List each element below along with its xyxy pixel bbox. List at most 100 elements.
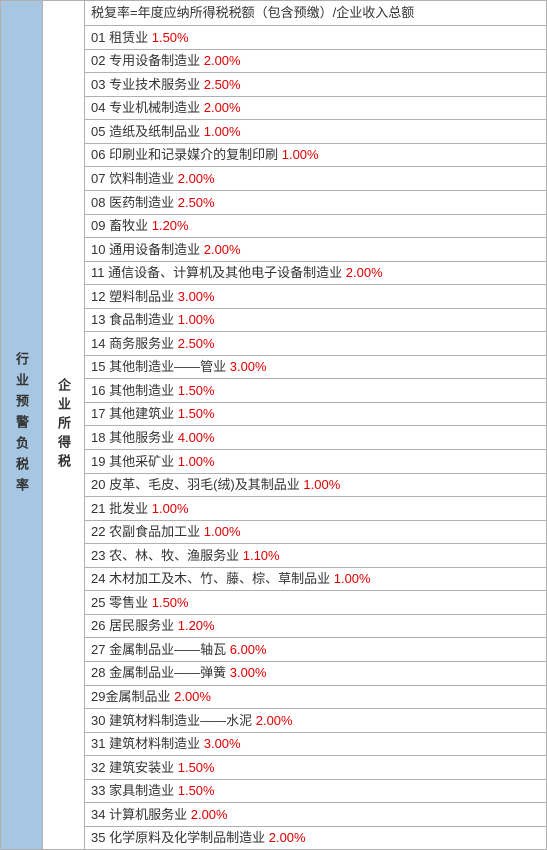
row-industry-name: 食品制造业 (109, 312, 174, 327)
row-rate: 2.50% (204, 77, 241, 92)
row-industry-name: 建筑材料制造业 (109, 736, 200, 751)
row-industry-name: 金属制品业——弹簧 (109, 665, 226, 680)
row-number: 16 (91, 383, 105, 398)
row-rate: 2.00% (204, 100, 241, 115)
row-number: 28 (91, 665, 105, 680)
table-row: 30 建筑材料制造业——水泥 2.00% (85, 709, 546, 733)
row-number: 15 (91, 359, 105, 374)
table-row: 19 其他采矿业 1.00% (85, 450, 546, 474)
row-industry-name: 化学原料及化学制品制造业 (109, 830, 265, 845)
table-row: 22 农副食品加工业 1.00% (85, 521, 546, 545)
row-number: 23 (91, 548, 105, 563)
row-rate: 1.00% (303, 477, 340, 492)
table-row: 32 建筑安装业 1.50% (85, 756, 546, 780)
row-rate: 1.00% (282, 147, 319, 162)
row-rate: 3.00% (204, 736, 241, 751)
row-rate: 2.00% (204, 53, 241, 68)
row-number: 10 (91, 242, 105, 257)
table-row: 12 塑料制品业 3.00% (85, 285, 546, 309)
row-number: 25 (91, 595, 105, 610)
table-row: 35 化学原料及化学制品制造业 2.00% (85, 827, 546, 850)
row-number: 35 (91, 830, 105, 845)
row-industry-name: 造纸及纸制品业 (109, 124, 200, 139)
table-row: 13 食品制造业 1.00% (85, 309, 546, 333)
row-number: 24 (91, 571, 105, 586)
table-row: 25 零售业 1.50% (85, 591, 546, 615)
row-rate: 2.00% (346, 265, 383, 280)
formula-header: 税复率=年度应纳所得税税额（包含预缴）/企业收入总额 (85, 1, 546, 26)
row-rate: 3.00% (230, 359, 267, 374)
table-row: 21 批发业 1.00% (85, 497, 546, 521)
row-industry-name: 家具制造业 (109, 783, 174, 798)
row-number: 02 (91, 53, 105, 68)
row-rate: 1.00% (152, 501, 189, 516)
row-industry-name: 畜牧业 (109, 218, 148, 233)
rates-column: 税复率=年度应纳所得税税额（包含预缴）/企业收入总额 01 租赁业 1.50%0… (85, 1, 546, 849)
row-number: 07 (91, 171, 105, 186)
mid-column-header: 企业所得税 (43, 1, 85, 849)
row-number: 22 (91, 524, 105, 539)
table-row: 20 皮革、毛皮、羽毛(绒)及其制品业 1.00% (85, 474, 546, 498)
table-row: 15 其他制造业——管业 3.00% (85, 356, 546, 380)
row-rate: 1.50% (178, 406, 215, 421)
table-row: 07 饮料制造业 2.00% (85, 167, 546, 191)
table-row: 34 计算机服务业 2.00% (85, 803, 546, 827)
table-row: 18 其他服务业 4.00% (85, 426, 546, 450)
mid-column-label: 企业所得税 (54, 378, 73, 473)
table-row: 17 其他建筑业 1.50% (85, 403, 546, 427)
table-row: 05 造纸及纸制品业 1.00% (85, 120, 546, 144)
table-row: 03 专业技术服务业 2.50% (85, 73, 546, 97)
row-industry-name: 专业机械制造业 (109, 100, 200, 115)
row-industry-name: 商务服务业 (109, 336, 174, 351)
row-rate: 1.00% (204, 124, 241, 139)
row-industry-name: 专业技术服务业 (109, 77, 200, 92)
row-industry-name: 租赁业 (109, 30, 148, 45)
table-row: 26 居民服务业 1.20% (85, 615, 546, 639)
row-rate: 1.50% (178, 383, 215, 398)
table-row: 27 金属制品业——轴瓦 6.00% (85, 638, 546, 662)
tax-rate-table: 行业预警负税率 企业所得税 税复率=年度应纳所得税税额（包含预缴）/企业收入总额… (0, 0, 547, 850)
table-row: 28 金属制品业——弹簧 3.00% (85, 662, 546, 686)
row-rate: 1.00% (178, 312, 215, 327)
row-number: 21 (91, 501, 105, 516)
left-column-header: 行业预警负税率 (1, 1, 43, 849)
row-industry-name: 印刷业和记录媒介的复制印刷 (109, 147, 278, 162)
row-number: 17 (91, 406, 105, 421)
row-rate: 1.00% (204, 524, 241, 539)
row-industry-name: 批发业 (109, 501, 148, 516)
row-rate: 6.00% (230, 642, 267, 657)
row-rate: 2.00% (174, 689, 211, 704)
row-number: 18 (91, 430, 105, 445)
row-rate: 2.50% (178, 336, 215, 351)
row-rate: 1.20% (152, 218, 189, 233)
row-number: 11 (91, 265, 105, 280)
row-rate: 2.00% (204, 242, 241, 257)
row-rate: 2.00% (178, 171, 215, 186)
row-rate: 2.00% (191, 807, 228, 822)
row-rate: 1.00% (178, 454, 215, 469)
table-row: 29金属制品业 2.00% (85, 686, 546, 710)
row-industry-name: 木材加工及木、竹、藤、棕、草制品业 (109, 571, 330, 586)
table-row: 14 商务服务业 2.50% (85, 332, 546, 356)
row-rate: 2.00% (269, 830, 306, 845)
row-number: 34 (91, 807, 105, 822)
row-number: 08 (91, 195, 105, 210)
row-industry-name: 通用设备制造业 (109, 242, 200, 257)
row-number: 01 (91, 30, 105, 45)
row-rate: 1.10% (243, 548, 280, 563)
rows-container: 01 租赁业 1.50%02 专用设备制造业 2.00%03 专业技术服务业 2… (85, 26, 546, 849)
row-industry-name: 建筑安装业 (109, 760, 174, 775)
row-number: 19 (91, 454, 105, 469)
row-number: 31 (91, 736, 105, 751)
row-industry-name: 塑料制品业 (109, 289, 174, 304)
table-row: 01 租赁业 1.50% (85, 26, 546, 50)
row-number: 06 (91, 147, 105, 162)
row-number: 32 (91, 760, 105, 775)
row-number: 26 (91, 618, 105, 633)
row-industry-name: 农副食品加工业 (109, 524, 200, 539)
row-industry-name: 金属制品业——轴瓦 (109, 642, 226, 657)
row-number: 05 (91, 124, 105, 139)
table-row: 04 专业机械制造业 2.00% (85, 97, 546, 121)
row-number: 12 (91, 289, 105, 304)
row-industry-name: 医药制造业 (109, 195, 174, 210)
